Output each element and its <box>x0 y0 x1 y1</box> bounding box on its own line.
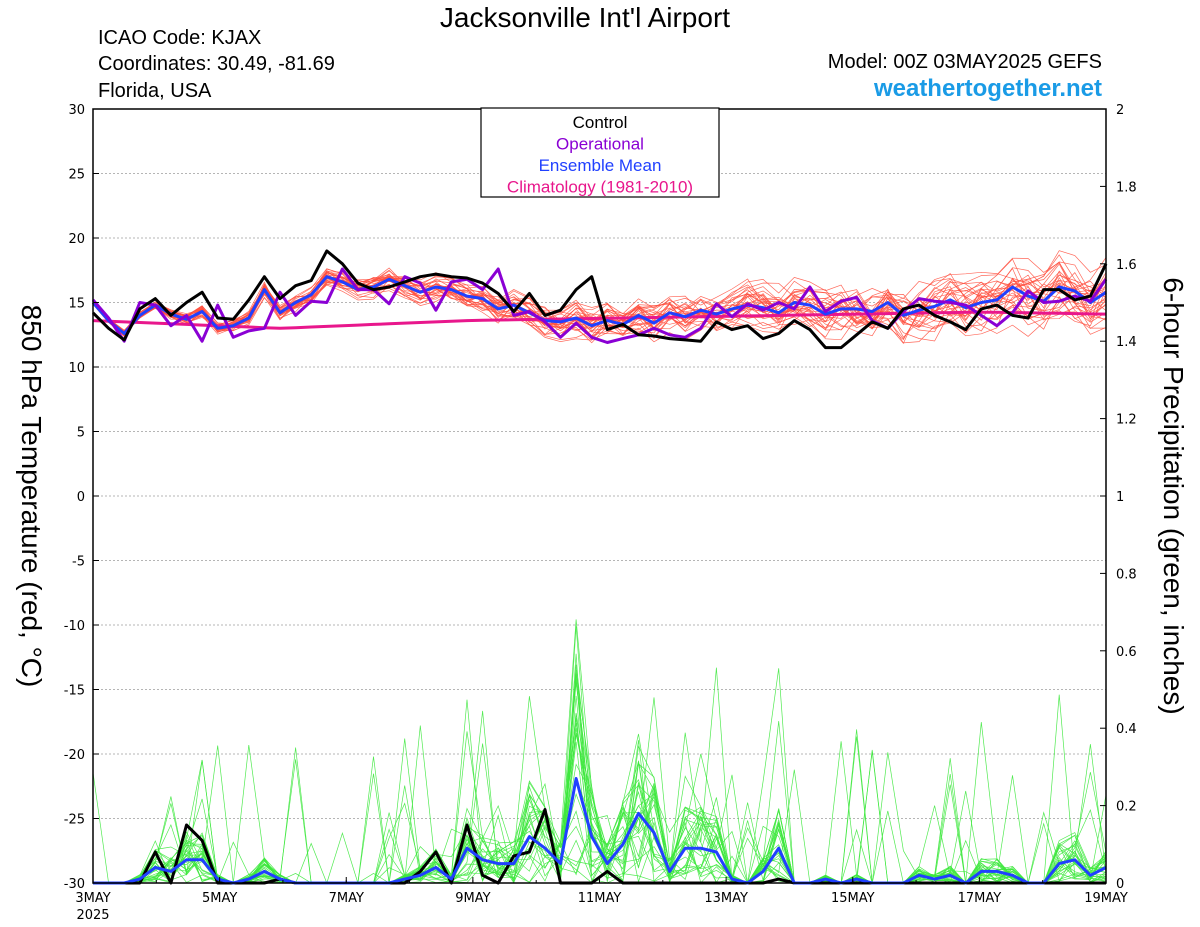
legend-entry: Operational <box>556 135 644 154</box>
legend-entry: Ensemble Mean <box>539 156 662 175</box>
legend-entry: Control <box>573 113 628 132</box>
precip-member-line <box>93 743 1107 884</box>
temp-control-line <box>91 249 1108 350</box>
x-tick-label: 3MAY <box>75 891 110 906</box>
temp-ensemble-members <box>92 250 1107 345</box>
precip-ensemble-members <box>92 619 1107 884</box>
y-axis-label-right: 6-hour Precipitation (green, inches) <box>1158 277 1189 714</box>
y-tick-label-left: -5 <box>72 555 85 570</box>
axis-ticks: 302520151050-5-10-15-20-25-3021.81.61.41… <box>64 103 1137 923</box>
y-tick-label-right: 2 <box>1116 103 1124 118</box>
precip-member-line <box>93 669 1107 884</box>
x-tick-label: 17MAY <box>958 891 1002 906</box>
y-tick-label-left: 10 <box>68 361 85 376</box>
y-tick-label-left: -15 <box>64 684 85 699</box>
x-tick-label: 11MAY <box>578 891 622 906</box>
y-tick-label-right: 1.2 <box>1116 413 1137 428</box>
y-tick-label-left: -10 <box>64 619 85 634</box>
icao-code: ICAO Code: KJAX <box>98 27 262 49</box>
y-tick-label-right: 0.8 <box>1116 567 1137 582</box>
site-link[interactable]: weathertogether.net <box>873 75 1102 102</box>
y-tick-label-left: 0 <box>77 490 85 505</box>
y-tick-label-right: 0.2 <box>1116 800 1137 815</box>
x-tick-label: 7MAY <box>329 891 364 906</box>
x-year-label: 2025 <box>76 908 109 923</box>
precip-member-line <box>93 653 1107 884</box>
y-tick-label-left: -30 <box>64 877 85 892</box>
temp-operational-line <box>91 267 1108 344</box>
precip-member-line <box>93 619 1107 884</box>
region: Florida, USA <box>98 80 212 102</box>
y-tick-label-left: 30 <box>68 103 85 118</box>
y-tick-label-left: -20 <box>64 748 85 763</box>
x-tick-label: 19MAY <box>1084 891 1128 906</box>
temp-member-line <box>92 272 1107 334</box>
y-tick-label-right: 0.6 <box>1116 645 1137 660</box>
y-tick-label-right: 1 <box>1116 490 1124 505</box>
y-tick-label-right: 1.6 <box>1116 258 1137 273</box>
x-tick-label: 15MAY <box>831 891 875 906</box>
y-axis-label-left: 850 hPa Temperature (red, °C) <box>16 305 47 688</box>
x-tick-label: 5MAY <box>202 891 237 906</box>
y-tick-label-left: 5 <box>77 426 85 441</box>
y-tick-label-right: 0 <box>1116 877 1124 892</box>
model-run: Model: 00Z 03MAY2025 GEFS <box>827 51 1102 73</box>
coordinates: Coordinates: 30.49, -81.69 <box>98 53 335 75</box>
precip-ensemble-mean-line <box>93 777 1107 885</box>
precip-member-line <box>93 664 1107 884</box>
chart-title: Jacksonville Int'l Airport <box>439 2 731 33</box>
legend-box <box>480 107 720 198</box>
grid-lines <box>93 173 1106 819</box>
x-tick-label: 13MAY <box>704 891 748 906</box>
legend: Control Operational Ensemble Mean Climatolo… <box>480 107 720 198</box>
y-tick-label-right: 0.4 <box>1116 722 1137 737</box>
y-tick-label-left: 15 <box>68 297 85 312</box>
y-tick-label-left: -25 <box>64 813 85 828</box>
temp-member-line <box>92 274 1107 344</box>
y-tick-label-right: 1.8 <box>1116 180 1137 195</box>
precip-member-line <box>93 675 1107 884</box>
legend-entry: Climatology (1981-2010) <box>507 178 693 197</box>
precip-member-line <box>93 626 1107 884</box>
x-tick-label: 9MAY <box>455 891 490 906</box>
y-tick-label-left: 25 <box>68 168 85 183</box>
y-tick-label-left: 20 <box>68 232 85 247</box>
y-tick-label-right: 1.4 <box>1116 335 1137 350</box>
precip-member-line <box>93 749 1107 884</box>
precip-member-line <box>93 781 1107 884</box>
temp-ensemble-mean-line <box>91 275 1107 335</box>
